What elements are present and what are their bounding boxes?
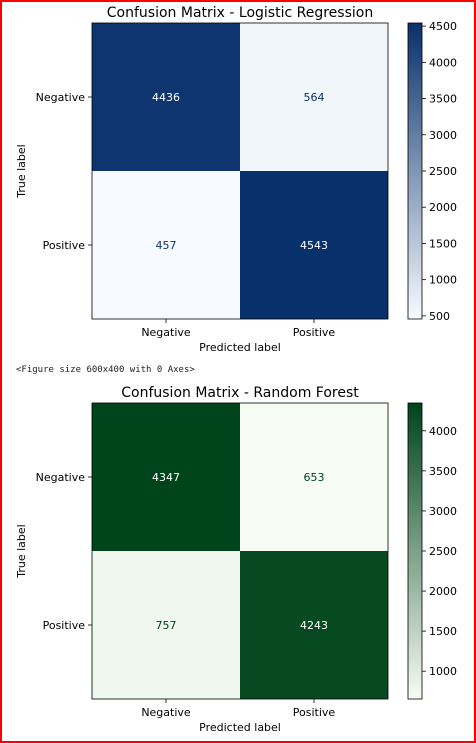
heatmap-cell bbox=[92, 23, 240, 171]
colorbar-tick-label: 3000 bbox=[429, 505, 457, 518]
colorbar-tick-label: 3500 bbox=[429, 93, 457, 106]
colorbar-tick-label: 4000 bbox=[429, 425, 457, 438]
y-tick-label: Negative bbox=[36, 91, 86, 104]
colorbar-tick-label: 2500 bbox=[429, 545, 457, 558]
heatmap-cell bbox=[92, 403, 240, 551]
chart-logistic-regression: Confusion Matrix - Logistic Regression 44… bbox=[0, 0, 476, 360]
x-tick-label: Negative bbox=[141, 706, 191, 719]
y-tick-label: Positive bbox=[43, 239, 86, 252]
chart-svg: Confusion Matrix - Random Forest 4347 653 7… bbox=[15, 385, 457, 734]
colorbar-tick-label: 1000 bbox=[429, 274, 457, 287]
heatmap-cell bbox=[240, 23, 388, 171]
plot-frame bbox=[91, 22, 389, 320]
cell-value-label: 4543 bbox=[300, 239, 328, 252]
colorbar-tick-label: 3000 bbox=[429, 129, 457, 142]
x-axis-label: Predicted label bbox=[199, 721, 281, 734]
colorbar-tick-label: 1500 bbox=[429, 625, 457, 638]
heatmap-cell bbox=[240, 171, 388, 319]
plot-frame bbox=[91, 402, 389, 700]
colorbar-tick-label: 2000 bbox=[429, 201, 457, 214]
colorbar-tick-label: 2000 bbox=[429, 585, 457, 598]
cell-value-label: 653 bbox=[304, 471, 325, 484]
x-tick-label: Negative bbox=[141, 326, 191, 339]
cell-value-label: 4436 bbox=[152, 91, 180, 104]
chart-svg: Confusion Matrix - Logistic Regression 44… bbox=[15, 5, 457, 354]
heatmap-cell bbox=[92, 171, 240, 319]
colorbar-tick-label: 2500 bbox=[429, 165, 457, 178]
cell-value-label: 757 bbox=[156, 619, 177, 632]
cell-value-label: 564 bbox=[304, 91, 325, 104]
figure-output-text: <Figure size 600x400 with 0 Axes> bbox=[16, 365, 195, 375]
colorbar-tick-label: 1000 bbox=[429, 665, 457, 678]
chart-title: Confusion Matrix - Random Forest bbox=[121, 385, 359, 401]
colorbar-tick-label: 4500 bbox=[429, 20, 457, 33]
colorbar bbox=[407, 22, 423, 320]
chart-random-forest: Confusion Matrix - Random Forest 4347 653 7… bbox=[0, 380, 476, 743]
chart-title: Confusion Matrix - Logistic Regression bbox=[107, 5, 373, 21]
y-tick-label: Positive bbox=[43, 619, 86, 632]
heatmap-cell bbox=[240, 551, 388, 699]
heatmap-cell bbox=[92, 551, 240, 699]
colorbar-tick-label: 3500 bbox=[429, 465, 457, 478]
x-tick-label: Positive bbox=[293, 706, 336, 719]
cell-value-label: 4243 bbox=[300, 619, 328, 632]
cell-value-label: 457 bbox=[156, 239, 177, 252]
x-tick-label: Positive bbox=[293, 326, 336, 339]
colorbar bbox=[407, 402, 423, 700]
y-axis-label: True label bbox=[15, 144, 28, 198]
heatmap-cell bbox=[240, 403, 388, 551]
x-axis-label: Predicted label bbox=[199, 341, 281, 354]
colorbar-tick-label: 1500 bbox=[429, 237, 457, 250]
cell-value-label: 4347 bbox=[152, 471, 180, 484]
y-axis-label: True label bbox=[15, 524, 28, 578]
colorbar-tick-label: 4000 bbox=[429, 56, 457, 69]
y-tick-label: Negative bbox=[36, 471, 86, 484]
colorbar-tick-label: 500 bbox=[429, 310, 450, 323]
